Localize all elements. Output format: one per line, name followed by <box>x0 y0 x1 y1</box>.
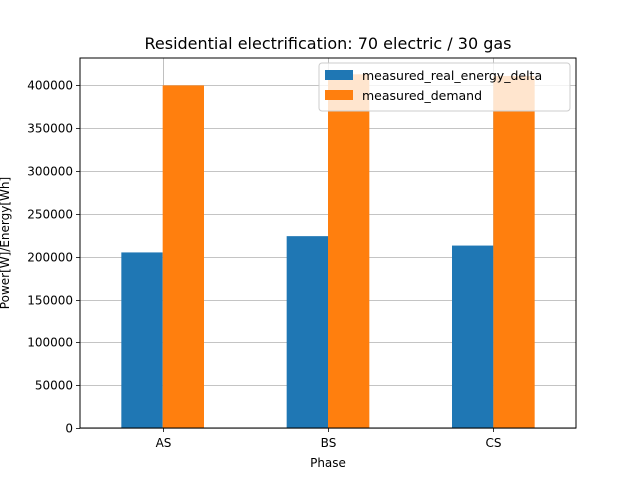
x-tick-label-as: AS <box>156 436 172 450</box>
x-axis-title: Phase <box>310 456 346 470</box>
y-tick-label: 150000 <box>27 294 73 308</box>
legend-swatch-measured-real-energy-delta <box>325 70 353 80</box>
bar-measured-real-energy-delta-as <box>121 252 163 428</box>
y-axis: 0 50000 100000 150000 200000 250000 300000 3500… <box>27 79 80 436</box>
bar-measured-demand-as <box>162 85 204 428</box>
y-tick-label: 300000 <box>27 165 73 179</box>
bar-measured-real-energy-delta-cs <box>452 245 494 428</box>
y-tick-label: 250000 <box>27 208 73 222</box>
y-axis-title: Power[W]/Energy[Wh] <box>0 177 12 309</box>
y-tick-label: 350000 <box>27 122 73 136</box>
bar-measured-real-energy-delta-bs <box>286 236 328 428</box>
x-axis: AS BS CS <box>156 428 502 450</box>
bar-measured-demand-bs <box>328 74 370 429</box>
y-tick-label: 200000 <box>27 251 73 265</box>
y-tick-label: 400000 <box>27 79 73 93</box>
y-tick-label: 50000 <box>35 379 73 393</box>
legend-label-measured-real-energy-delta: measured_real_energy_delta <box>362 68 542 83</box>
plot-area-frame <box>79 57 577 429</box>
y-tick-label: 0 <box>65 422 73 436</box>
legend-swatch-measured-demand <box>325 90 353 100</box>
x-tick-label-cs: CS <box>486 436 502 450</box>
legend: measured_real_energy_delta measured_deman… <box>318 62 571 112</box>
chart-title: Residential electrification: 70 electric… <box>144 34 511 53</box>
bar-measured-demand-cs <box>493 75 535 428</box>
y-tick-label: 100000 <box>27 336 73 350</box>
legend-box <box>318 62 571 112</box>
x-tick-label-bs: BS <box>321 436 337 450</box>
legend-label-measured-demand: measured_demand <box>362 88 482 103</box>
bars <box>121 74 535 429</box>
